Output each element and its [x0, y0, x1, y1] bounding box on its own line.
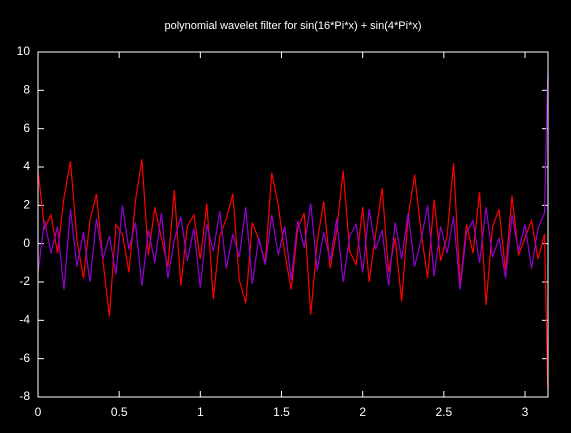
series-line: [37, 159, 549, 388]
x-tick-label: 3: [522, 405, 529, 419]
x-tick-label: 1: [197, 405, 204, 419]
y-tick-label: 4: [23, 159, 30, 173]
y-tick-label: -4: [19, 313, 30, 327]
x-tick-label: 0: [35, 405, 42, 419]
y-tick-label: -6: [19, 351, 30, 365]
y-tick-label: -2: [19, 274, 30, 288]
y-tick-label: 2: [23, 198, 30, 212]
y-tick-label: 6: [23, 121, 30, 135]
y-tick-label: 8: [23, 83, 30, 97]
series-line: [37, 74, 549, 290]
x-tick-label: 2: [359, 405, 366, 419]
y-tick-label: -8: [19, 389, 30, 403]
y-tick-label: 10: [17, 44, 31, 58]
y-tick-label: 0: [23, 236, 30, 250]
x-tick-label: 0.5: [111, 405, 128, 419]
x-tick-label: 2.5: [436, 405, 453, 419]
plot-frame: [37, 51, 549, 398]
chart-title: polynomial wavelet filter for sin(16*Pi*…: [164, 20, 421, 32]
x-tick-label: 1.5: [273, 405, 290, 419]
